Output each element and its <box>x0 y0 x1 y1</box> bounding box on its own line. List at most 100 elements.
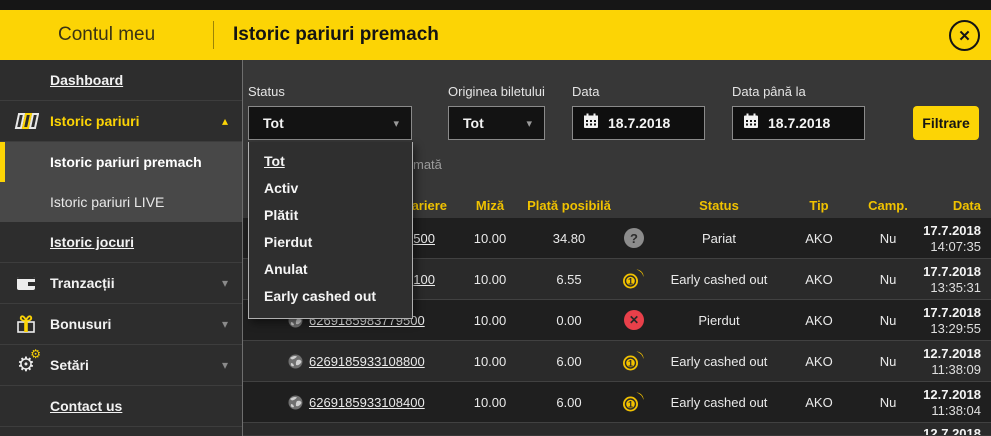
col-payout: Plată posibilă <box>527 198 611 213</box>
gear-icon: ⚙ ⚙ <box>12 348 41 376</box>
sidebar-item-label: Istoric pariuri <box>50 113 140 129</box>
section-label: Contul meu <box>58 24 156 45</box>
camp-value: Nu <box>879 271 897 287</box>
bet-time: 11:38:09 <box>931 361 981 377</box>
gear-glyph: ⚙ <box>17 354 35 376</box>
calendar-icon <box>583 113 599 134</box>
col-stake: Miză <box>475 198 505 213</box>
origin-select-value: Tot <box>463 115 484 131</box>
table-row: 6269185933108800 10.00 6.00 1 Early cash… <box>243 341 991 382</box>
sidebar-item-label: Istoric jocuri <box>50 234 135 250</box>
status-value: Pierdut <box>698 312 740 328</box>
sidebar-item-label: Contact us <box>50 398 123 414</box>
col-date: Data <box>952 198 981 213</box>
svg-text:1: 1 <box>628 277 633 287</box>
sidebar-item-label: Bonusuri <box>50 316 112 332</box>
camp-value: Nu <box>879 230 897 246</box>
bet-date: 12.7.2018 <box>923 345 981 361</box>
stake-value: 10.00 <box>473 312 507 328</box>
camp-value: Nu <box>879 394 897 410</box>
betslips-icon <box>12 110 40 132</box>
gear-small-glyph: ⚙ <box>30 347 41 361</box>
sidebar-item-dashboard[interactable]: Dashboard <box>0 60 242 101</box>
chevron-down-icon: ▾ <box>221 358 228 372</box>
tip-value: AKO <box>805 353 833 369</box>
status-dropdown: Tot Activ Plătit Pierdut Anulat Early ca… <box>248 142 413 319</box>
sidebar-item-tranzactii[interactable]: Tranzacții ▾ <box>0 263 242 304</box>
svg-text:1: 1 <box>628 400 633 410</box>
table-header: pariere Miză Plată posibilă Status Tip C… <box>243 193 991 218</box>
col-tip: Tip <box>809 198 829 213</box>
early-cashout-coin-icon: 1 <box>623 269 644 289</box>
early-cashout-coin-icon: 1 <box>623 392 644 412</box>
calendar-icon <box>743 113 759 134</box>
payout-value: 6.00 <box>556 394 582 410</box>
sidebar-item-istoric-pariuri[interactable]: Istoric pariuri ▴ <box>0 101 242 142</box>
date-to-input[interactable]: 18.7.2018 <box>732 106 865 140</box>
globe-icon <box>288 354 303 368</box>
stake-value: 10.00 <box>473 394 507 410</box>
status-option-pierdut[interactable]: Pierdut <box>264 234 313 250</box>
top-strip <box>0 0 991 10</box>
bet-time: 14:07:35 <box>930 238 981 254</box>
status-option-tot[interactable]: Tot <box>264 153 285 169</box>
app-header: Contul meu Istoric pariuri premach ✕ <box>0 10 991 60</box>
date-to-value: 18.7.2018 <box>768 115 831 131</box>
sidebar-item-setari[interactable]: ⚙ ⚙ Setări ▾ <box>0 345 242 386</box>
sidebar-subitem-label: Istoric pariuri LIVE <box>50 194 165 210</box>
bet-time: 13:29:55 <box>930 320 981 336</box>
col-bet-id: pariere <box>403 198 447 213</box>
payout-value: 34.80 <box>552 230 586 246</box>
origin-select[interactable]: Tot ▾ <box>448 106 545 140</box>
tip-value: AKO <box>805 271 833 287</box>
bet-id-link[interactable]: 6269185933108800 <box>309 353 425 369</box>
bet-id-link[interactable]: 500 <box>413 230 435 246</box>
status-option-anulat[interactable]: Anulat <box>264 261 308 277</box>
bet-time: 13:35:31 <box>930 279 981 295</box>
sidebar-subitem-label: Istoric pariuri premach <box>50 154 202 170</box>
sidebar-item-bonusuri[interactable]: Bonusuri ▾ <box>0 304 242 345</box>
sidebar-item-istoric-pariuri-premach[interactable]: Istoric pariuri premach <box>0 142 242 182</box>
status-select-value: Tot <box>263 115 284 131</box>
payout-value: 0.00 <box>556 312 582 328</box>
camp-value: Nu <box>879 312 897 328</box>
status-option-early-cashed-out[interactable]: Early cashed out <box>264 288 377 304</box>
bet-date: 17.7.2018 <box>923 263 981 279</box>
tip-value: AKO <box>805 394 833 410</box>
chevron-down-icon: ▾ <box>221 317 228 331</box>
tip-value: AKO <box>805 312 833 328</box>
chevron-down-icon: ▾ <box>526 117 532 130</box>
stake-value: 10.00 <box>473 271 507 287</box>
sidebar-item-label: Setări <box>50 357 89 373</box>
status-option-platit[interactable]: Plătit <box>264 207 299 223</box>
date-from-value: 18.7.2018 <box>608 115 671 131</box>
status-value: Pariat <box>702 230 736 246</box>
sidebar-item-label: Dashboard <box>50 72 124 88</box>
date-to-label: Data până la <box>732 84 806 99</box>
header-divider <box>213 21 214 49</box>
status-option-activ[interactable]: Activ <box>264 180 299 196</box>
filtrare-button[interactable]: Filtrare <box>913 106 979 140</box>
status-select[interactable]: Tot ▾ <box>248 106 412 140</box>
date-from-input[interactable]: 18.7.2018 <box>572 106 705 140</box>
status-filter-label: Status <box>248 84 285 99</box>
svg-text:1: 1 <box>628 359 633 369</box>
close-icon[interactable]: ✕ <box>949 20 980 51</box>
sidebar-item-contact-us[interactable]: Contact us <box>0 386 242 427</box>
bet-date: 12.7.2018 <box>923 386 981 402</box>
bet-id-link[interactable]: 6269185933108400 <box>309 394 425 410</box>
bet-id-link[interactable]: 100 <box>413 271 435 287</box>
sidebar-item-istoric-pariuri-live[interactable]: Istoric pariuri LIVE <box>0 182 242 222</box>
payout-value: 6.55 <box>556 271 582 287</box>
stake-value: 10.00 <box>473 353 507 369</box>
payout-value: 6.00 <box>556 353 582 369</box>
origin-filter-label: Originea biletului <box>448 84 545 99</box>
tip-value: AKO <box>805 230 833 246</box>
status-value: Early cashed out <box>670 353 768 369</box>
camp-value: Nu <box>879 353 897 369</box>
bet-time: 11:38:04 <box>931 402 981 418</box>
table-row: 12.7.2018 <box>243 423 991 435</box>
main-content: Status Originea biletului Data Data până… <box>243 60 991 436</box>
sidebar-item-istoric-jocuri[interactable]: Istoric jocuri <box>0 222 242 263</box>
